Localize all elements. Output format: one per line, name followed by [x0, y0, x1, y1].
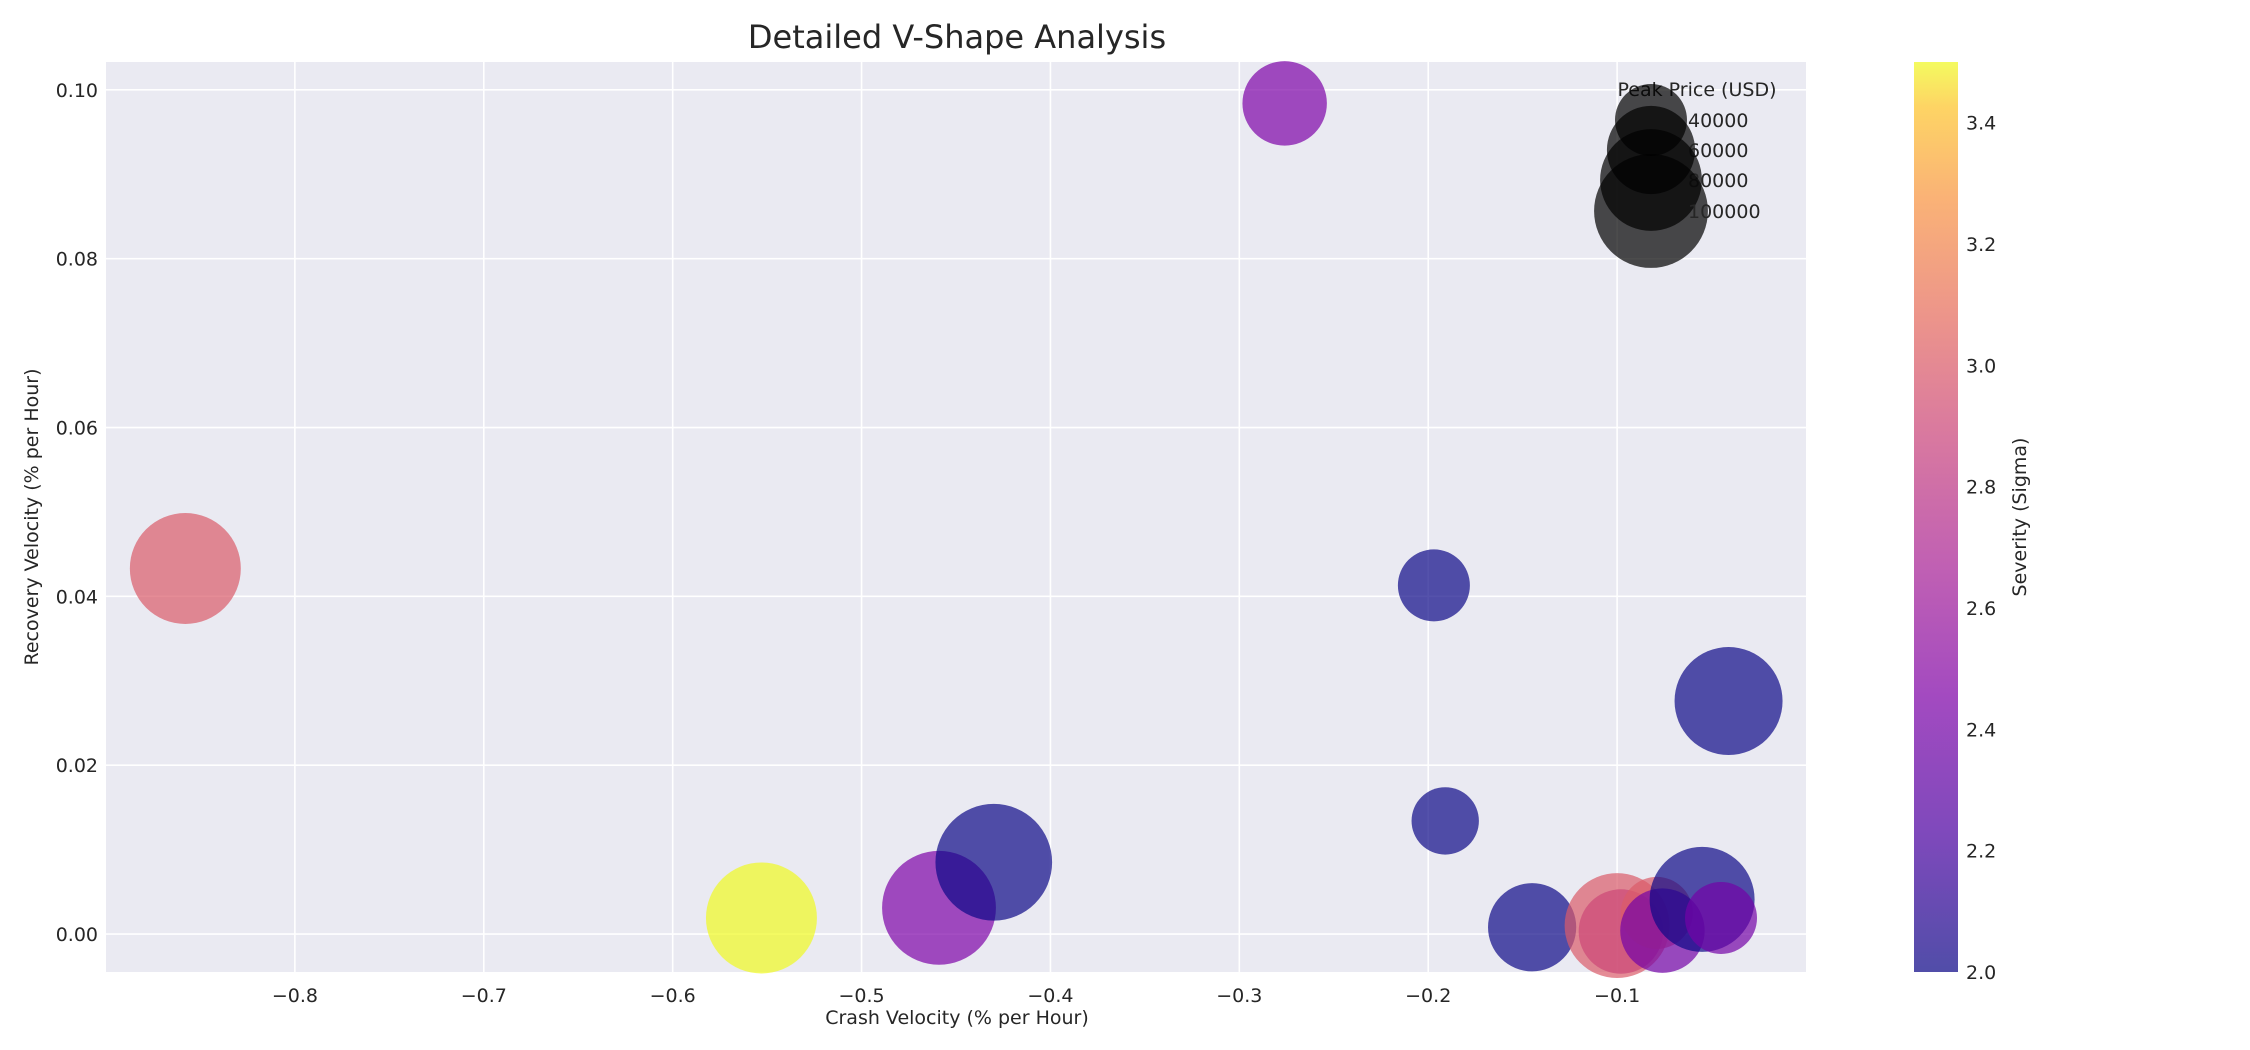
scatter-point	[1242, 61, 1327, 146]
size-legend-label: 60000	[1688, 140, 1748, 162]
scatter-point	[1488, 883, 1577, 972]
size-legend-marker	[1594, 154, 1708, 268]
colorbar-tick-label: 2.8	[1966, 477, 1996, 499]
colorbar-tick-label: 3.0	[1966, 355, 1996, 377]
size-legend-label: 80000	[1688, 170, 1748, 192]
colorbar-label: Severity (Sigma)	[2009, 438, 2031, 597]
y-tick-label: 0.04	[56, 586, 98, 608]
scatter-point	[705, 862, 817, 974]
scatter-point	[1411, 787, 1479, 855]
x-axis-ticks: −0.8 −0.7 −0.6 −0.5 −0.4 −0.3 −0.2 −0.1	[272, 985, 1640, 1007]
y-tick-label: 0.10	[56, 80, 98, 102]
x-axis-label: Crash Velocity (% per Hour)	[825, 1007, 1089, 1029]
x-tick-label: −0.1	[1594, 985, 1640, 1007]
x-tick-label: −0.5	[838, 985, 884, 1007]
y-tick-label: 0.06	[56, 418, 98, 440]
colorbar-tick-label: 2.0	[1966, 962, 1996, 984]
colorbar-tick-label: 2.4	[1966, 719, 1996, 741]
y-tick-label: 0.08	[56, 249, 98, 271]
colorbar-ticks: 2.0 2.2 2.4 2.6 2.8 3.0 3.2 3.4	[1966, 113, 1996, 984]
x-tick-label: −0.7	[461, 985, 507, 1007]
y-tick-label: 0.00	[56, 924, 98, 946]
x-tick-label: −0.4	[1027, 985, 1073, 1007]
y-axis-ticks: 0.00 0.02 0.04 0.06 0.08 0.10	[56, 80, 98, 946]
colorbar-tick-label: 3.4	[1966, 113, 1996, 135]
x-tick-label: −0.3	[1216, 985, 1262, 1007]
colorbar-tick-label: 2.6	[1966, 598, 1996, 620]
scatter-point	[1685, 881, 1757, 954]
scatter-point	[935, 803, 1053, 921]
y-axis-label: Recovery Velocity (% per Hour)	[21, 369, 43, 666]
colorbar-tick-label: 3.2	[1966, 234, 1996, 256]
colorbar	[1914, 62, 1958, 972]
y-tick-label: 0.02	[56, 755, 98, 777]
size-legend-label: 100000	[1688, 201, 1761, 223]
x-tick-label: −0.2	[1405, 985, 1451, 1007]
size-legend-label: 40000	[1688, 110, 1748, 132]
chart-title: Detailed V-Shape Analysis	[748, 18, 1166, 56]
x-tick-label: −0.6	[650, 985, 696, 1007]
scatter-point	[129, 513, 241, 624]
x-tick-label: −0.8	[272, 985, 318, 1007]
scatter-point	[1674, 647, 1783, 756]
scatter-points	[129, 61, 1783, 979]
colorbar-tick-label: 2.2	[1966, 841, 1996, 863]
scatter-point	[1397, 549, 1470, 622]
